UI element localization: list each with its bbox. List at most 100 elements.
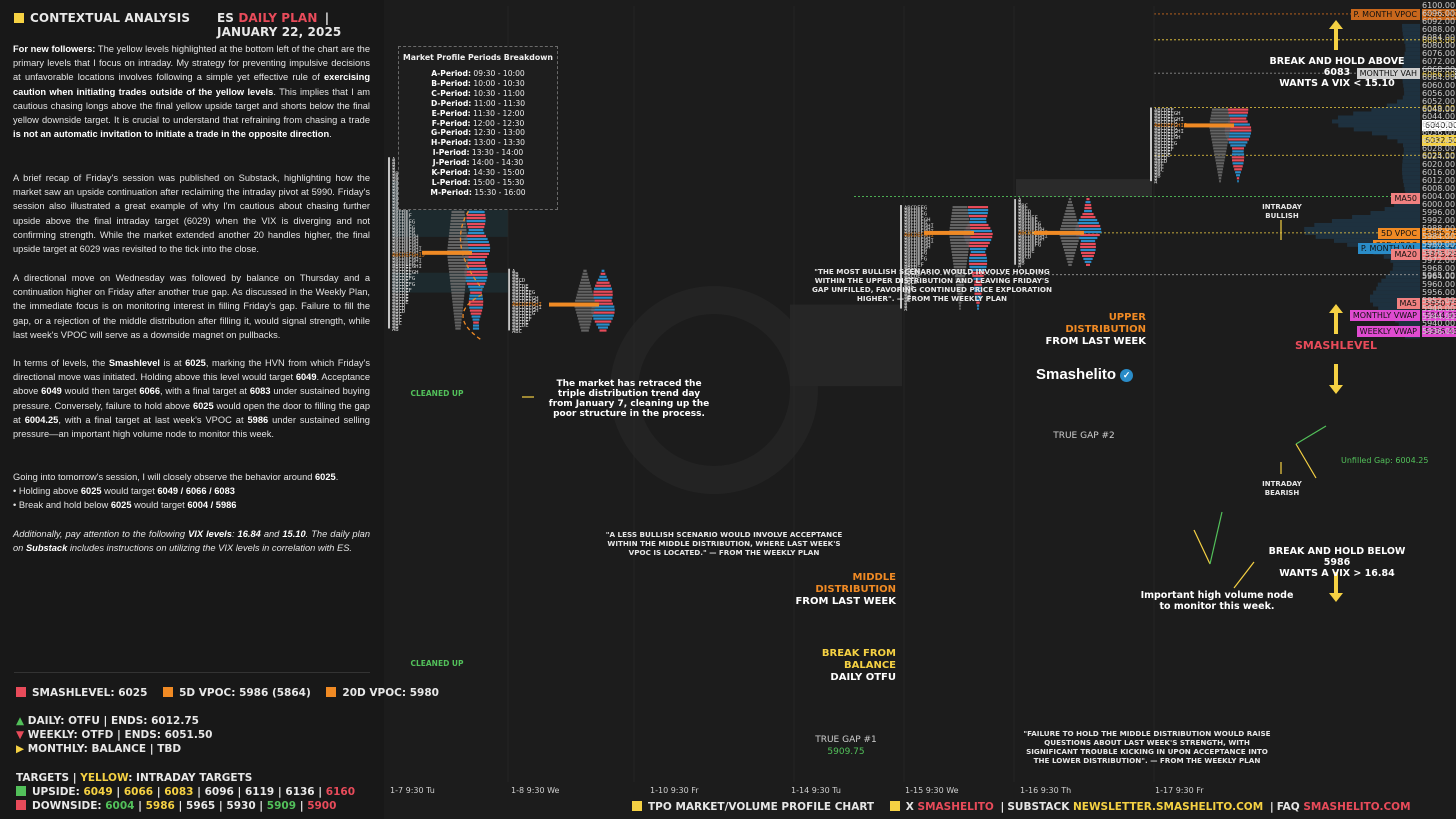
profile-bar (447, 246, 469, 250)
profile-bar (1234, 168, 1242, 171)
profile-bar (1214, 156, 1226, 159)
tpo-letters: ABCDEF (1018, 218, 1038, 224)
volume-profile-bar (1384, 207, 1420, 212)
profile-bar (953, 262, 967, 265)
profile-bar (1084, 204, 1092, 207)
profile-bar (462, 243, 490, 247)
tpo-letters: ABC (392, 318, 402, 324)
profile-bar (472, 324, 480, 327)
tpo-letters: ABCDEFG (512, 290, 535, 296)
triangle-right-icon: ▶ (16, 743, 25, 755)
profile-bar (465, 234, 487, 238)
profile-bar (594, 287, 612, 290)
tpo-letters: ABCDEF (392, 213, 412, 219)
smashlevel-label: SMASHLEVEL (1294, 339, 1378, 352)
tpo-letters: AB (904, 292, 911, 298)
tpo-letters: ABCDEFG (1154, 132, 1177, 138)
price-tag-value: 5975.29 (1422, 249, 1456, 261)
profile-bar (968, 259, 988, 262)
period-row: M-Period: 15:30 - 16:00 (430, 187, 526, 197)
tpo-letters: ABCDE (392, 285, 409, 291)
true-gap-2-box (1016, 179, 1152, 198)
y-tick-label: 5976.00 (1422, 247, 1456, 257)
tpo-letters: AB (392, 327, 399, 333)
y-tick-label: 6024.00 (1422, 152, 1456, 162)
pointer-line (1233, 561, 1255, 589)
profile-bar (594, 320, 612, 323)
volume-profile-bar (1337, 115, 1420, 120)
tpo-letters: ABCD (1018, 251, 1031, 257)
volume-profile-bar (1315, 234, 1420, 239)
square-icon (632, 801, 642, 811)
profile-bar (1226, 123, 1250, 126)
tpo-letters: ABCDEFGHI (512, 302, 542, 308)
profile-bar (1062, 218, 1078, 222)
profile-bar (579, 323, 591, 326)
tpo-letters: ABCDEF (1154, 144, 1174, 150)
period-row: C-Period: 10:30 - 11:00 (431, 88, 525, 98)
profile-bar (1224, 129, 1252, 132)
tpo-letters: ABCDEFGH (1154, 135, 1181, 141)
tpo-letters: ABCDE (512, 320, 529, 326)
tpo-letters: A (392, 160, 396, 166)
tpo-letters: ABCD (1018, 210, 1031, 216)
most-bullish-quote: "THE MOST BULLISH SCENARIO WOULD INVOLVE… (811, 267, 1053, 303)
tpo-letters: ABCDEF (1154, 138, 1174, 144)
tpo-letters: ABCDEFGH (392, 255, 419, 261)
profile-bar (1225, 132, 1251, 135)
volume-profile-bar (1403, 87, 1420, 92)
x-link[interactable]: SMASHELITO (917, 801, 994, 813)
middle-distribution-label: MIDDLE DISTRIBUTION FROM LAST WEEK (795, 572, 896, 607)
price-tag-label: P. MONTH VPOC (1350, 8, 1420, 20)
profile-bar (580, 278, 590, 281)
x-tick-label: 1-14 9:30 Tu (791, 786, 841, 795)
profile-bar (580, 326, 590, 329)
square-icon (16, 687, 26, 697)
profile-bar (596, 323, 610, 326)
profile-bar (466, 282, 486, 285)
volume-profile-bar (1389, 270, 1420, 275)
tpo-letters: ABCDEF (904, 214, 924, 220)
profile-bar (1067, 204, 1073, 207)
price-tag-label: MA20 (1391, 249, 1420, 261)
arrow-down-icon (1329, 593, 1343, 602)
pointer-line (1209, 511, 1223, 565)
profile-bar (956, 289, 964, 292)
period-row: J-Period: 14:00 - 14:30 (432, 158, 524, 168)
profile-bar (1061, 221, 1079, 225)
profile-bar (450, 216, 466, 220)
price-tag-label: MONTHLY VAH (1356, 68, 1420, 80)
tpo-letters: ABC (904, 283, 914, 289)
price-tag-value: 5978.50 (1422, 242, 1456, 254)
tpo-letters: ABCDE (904, 259, 921, 265)
tpo-letters: ABCDEF (1154, 147, 1174, 153)
profile-bar (976, 304, 980, 307)
tpo-letters: ABCDEFGHI (1018, 233, 1048, 239)
upper-distribution-label: UPPER DISTRIBUTION FROM LAST WEEK (1045, 312, 1146, 347)
tpo-letters: AB (904, 289, 911, 295)
tpo-letters: ABCDE (392, 216, 409, 222)
profile-bar (1080, 242, 1096, 246)
tpo-letters: AB (392, 181, 399, 187)
profile-bar (468, 300, 484, 303)
faq-link[interactable]: SMASHELITO.COM (1303, 801, 1411, 813)
profile-bar (472, 327, 480, 330)
y-tick-label: 5972.00 (1422, 255, 1456, 265)
profile-bar (450, 282, 466, 285)
profile-bar (465, 279, 487, 282)
volume-profile-bar (1402, 171, 1420, 176)
tpo-letters: ABCDEF (904, 209, 924, 215)
substack-link[interactable]: NEWSLETTER.SMASHELITO.COM (1073, 801, 1264, 813)
tpo-letters: ABCD (1018, 212, 1031, 218)
price-tag-value: 5944.93 (1422, 309, 1456, 321)
profile-bar (974, 283, 982, 286)
volume-profile-bar (1402, 175, 1420, 180)
volume-profile-bar (1403, 179, 1420, 184)
profile-bar (956, 283, 964, 286)
profile-bar (972, 274, 984, 277)
tpo-letters: ABCDEFG (392, 228, 415, 234)
profile-bar (970, 268, 986, 271)
legend-targets: TARGETS | YELLOW: INTRADAY TARGETS (16, 772, 253, 784)
profile-bar (977, 307, 979, 310)
profile-bar (577, 317, 593, 320)
